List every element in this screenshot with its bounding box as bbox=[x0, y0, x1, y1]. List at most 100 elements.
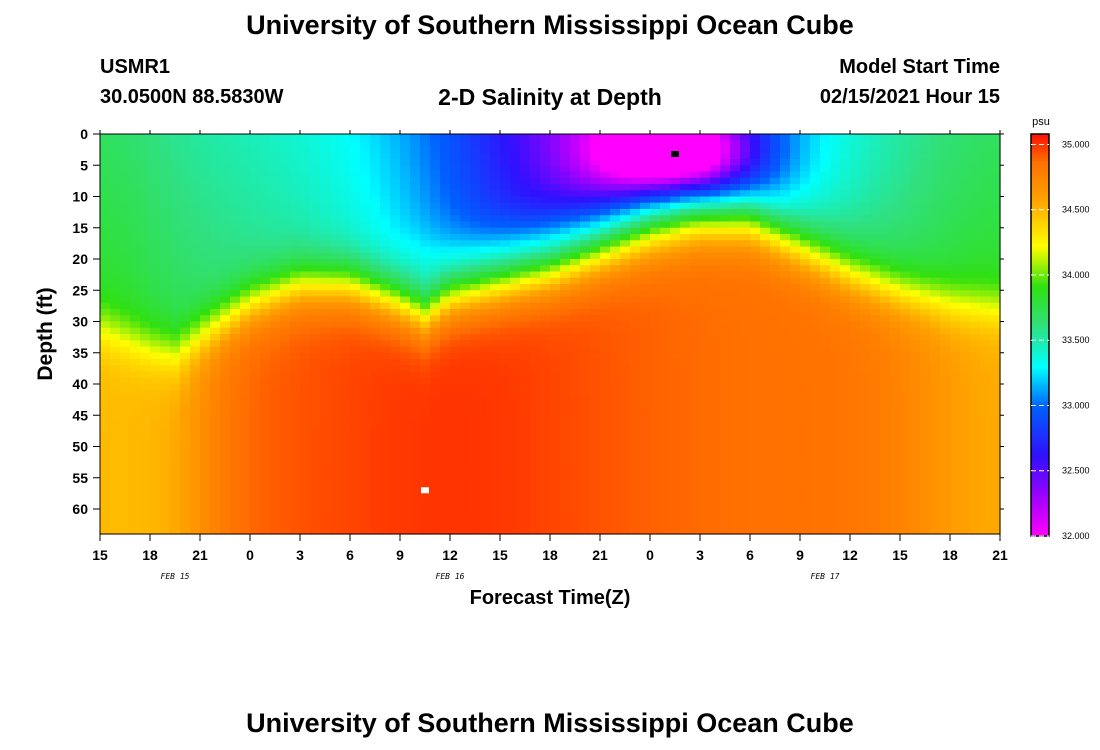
heatmap-cell bbox=[690, 465, 701, 473]
heatmap-cell bbox=[390, 484, 401, 491]
heatmap-cell bbox=[340, 271, 351, 279]
heatmap-cell bbox=[430, 171, 441, 179]
heatmap-cell bbox=[280, 146, 291, 154]
heatmap-cell bbox=[600, 221, 611, 229]
heatmap-cell bbox=[230, 484, 241, 491]
heatmap-cell bbox=[100, 521, 111, 529]
heatmap-cell bbox=[600, 471, 611, 479]
heatmap-cell bbox=[740, 265, 751, 273]
heatmap-cell bbox=[760, 277, 771, 285]
heatmap-cell bbox=[870, 359, 881, 366]
heatmap-cell bbox=[710, 396, 721, 404]
heatmap-cell bbox=[270, 227, 281, 235]
heatmap-cell bbox=[250, 515, 261, 523]
heatmap-cell bbox=[640, 509, 651, 516]
heatmap-cell bbox=[160, 240, 171, 248]
heatmap-cell bbox=[330, 296, 341, 304]
heatmap-cell bbox=[740, 446, 751, 454]
heatmap-cell bbox=[160, 396, 171, 404]
heatmap-cell bbox=[450, 227, 461, 235]
heatmap-cell bbox=[230, 202, 241, 210]
heatmap-cell bbox=[380, 159, 391, 166]
heatmap-cell bbox=[840, 190, 851, 198]
heatmap-cell bbox=[490, 452, 501, 460]
heatmap-cell bbox=[190, 165, 201, 173]
heatmap-cell bbox=[250, 334, 261, 341]
heatmap-cell bbox=[440, 252, 451, 260]
heatmap-cell bbox=[550, 390, 561, 398]
heatmap-cell bbox=[530, 171, 541, 179]
heatmap-cell bbox=[780, 190, 791, 198]
heatmap-cell bbox=[870, 427, 881, 435]
heatmap-cell bbox=[720, 309, 731, 316]
heatmap-cell bbox=[170, 427, 181, 435]
heatmap-cell bbox=[380, 346, 391, 354]
heatmap-cell bbox=[820, 152, 831, 160]
heatmap-cell bbox=[520, 484, 531, 491]
heatmap-cell bbox=[820, 502, 831, 510]
heatmap-cell bbox=[230, 346, 241, 354]
heatmap-cell bbox=[320, 159, 331, 166]
heatmap-cell bbox=[590, 434, 601, 441]
heatmap-cell bbox=[640, 427, 651, 435]
heatmap-cell bbox=[830, 284, 841, 291]
heatmap-cell bbox=[480, 527, 491, 535]
heatmap-cell bbox=[730, 140, 741, 148]
heatmap-cell bbox=[230, 315, 241, 323]
heatmap-cell bbox=[220, 496, 231, 504]
heatmap-cell bbox=[460, 302, 471, 310]
heatmap-cell bbox=[850, 340, 861, 348]
heatmap-cell bbox=[110, 490, 121, 498]
heatmap-cell bbox=[330, 221, 341, 229]
heatmap-cell bbox=[320, 215, 331, 223]
heatmap-cell bbox=[360, 340, 371, 348]
heatmap-cell bbox=[360, 171, 371, 179]
heatmap-cell bbox=[170, 365, 181, 373]
heatmap-cell bbox=[870, 240, 881, 248]
heatmap-cell bbox=[450, 221, 461, 229]
heatmap-cell bbox=[530, 252, 541, 260]
heatmap-cell bbox=[370, 177, 381, 185]
heatmap-cell bbox=[460, 452, 471, 460]
heatmap-cell bbox=[730, 234, 741, 241]
heatmap-cell bbox=[770, 309, 781, 316]
heatmap-cell bbox=[380, 402, 391, 410]
heatmap-cell bbox=[580, 265, 591, 273]
heatmap-cell bbox=[220, 284, 231, 291]
heatmap-cell bbox=[200, 371, 211, 379]
heatmap-cell bbox=[320, 365, 331, 373]
heatmap-cell bbox=[340, 327, 351, 335]
heatmap-cell bbox=[610, 134, 621, 141]
heatmap-cell bbox=[320, 184, 331, 191]
heatmap-cell bbox=[130, 202, 141, 210]
heatmap-cell bbox=[310, 302, 321, 310]
heatmap-cell bbox=[800, 502, 811, 510]
heatmap-cell bbox=[770, 190, 781, 198]
heatmap-cell bbox=[430, 390, 441, 398]
heatmap-cell bbox=[520, 227, 531, 235]
heatmap-cell bbox=[400, 277, 411, 285]
heatmap-cell bbox=[780, 477, 791, 485]
heatmap-cell bbox=[250, 352, 261, 360]
heatmap-cell bbox=[440, 315, 451, 323]
heatmap-cell bbox=[790, 402, 801, 410]
heatmap-cell bbox=[540, 259, 551, 266]
heatmap-cell bbox=[620, 452, 631, 460]
heatmap-cell bbox=[650, 296, 661, 304]
heatmap-cell bbox=[840, 446, 851, 454]
heatmap-cell bbox=[510, 515, 521, 523]
heatmap-cell bbox=[870, 352, 881, 360]
heatmap-cell bbox=[810, 496, 821, 504]
heatmap-cell bbox=[410, 359, 421, 366]
heatmap-cell bbox=[190, 171, 201, 179]
heatmap-cell bbox=[260, 365, 271, 373]
heatmap-cell bbox=[480, 359, 491, 366]
heatmap-cell bbox=[650, 334, 661, 341]
heatmap-cell bbox=[450, 146, 461, 154]
heatmap-cell bbox=[790, 265, 801, 273]
heatmap-cell bbox=[430, 484, 441, 491]
heatmap-cell bbox=[830, 315, 841, 323]
heatmap-cell bbox=[620, 234, 631, 241]
heatmap-cell bbox=[460, 252, 471, 260]
heatmap-cell bbox=[760, 215, 771, 223]
